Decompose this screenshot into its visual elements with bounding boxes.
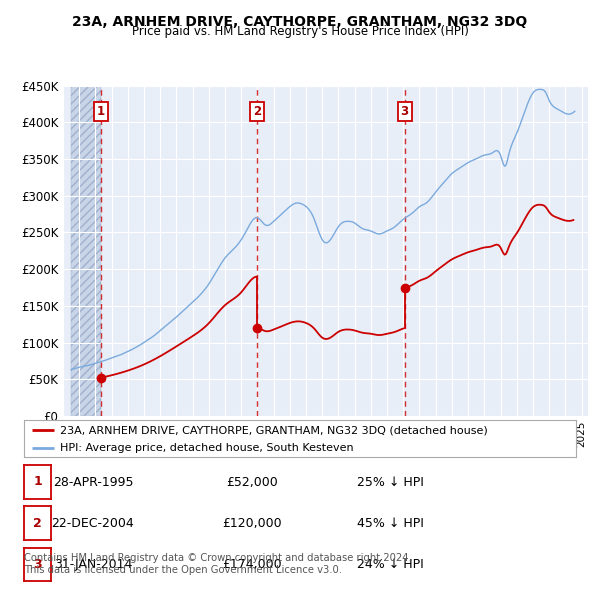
Text: 1: 1 [33,475,42,489]
Text: £52,000: £52,000 [226,476,278,489]
Text: 23A, ARNHEM DRIVE, CAYTHORPE, GRANTHAM, NG32 3DQ: 23A, ARNHEM DRIVE, CAYTHORPE, GRANTHAM, … [73,15,527,29]
Text: £120,000: £120,000 [222,517,282,530]
Text: 3: 3 [401,105,409,118]
Text: 2: 2 [33,516,42,530]
Text: 24% ↓ HPI: 24% ↓ HPI [356,558,424,572]
Text: 3: 3 [33,558,42,571]
Text: 23A, ARNHEM DRIVE, CAYTHORPE, GRANTHAM, NG32 3DQ (detached house): 23A, ARNHEM DRIVE, CAYTHORPE, GRANTHAM, … [60,425,488,435]
Text: 25% ↓ HPI: 25% ↓ HPI [356,476,424,489]
Text: Contains HM Land Registry data © Crown copyright and database right 2024.
This d: Contains HM Land Registry data © Crown c… [24,553,412,575]
Text: Price paid vs. HM Land Registry's House Price Index (HPI): Price paid vs. HM Land Registry's House … [131,25,469,38]
Text: 1: 1 [97,105,104,118]
Text: 28-APR-1995: 28-APR-1995 [53,476,133,489]
Text: 2: 2 [253,105,261,118]
Text: 22-DEC-2004: 22-DEC-2004 [52,517,134,530]
Text: HPI: Average price, detached house, South Kesteven: HPI: Average price, detached house, Sout… [60,443,353,453]
Text: 31-JAN-2014: 31-JAN-2014 [54,558,132,572]
Bar [71,86,101,416]
Text: £174,000: £174,000 [222,558,282,572]
Bar [71,86,101,416]
Text: 45% ↓ HPI: 45% ↓ HPI [356,517,424,530]
